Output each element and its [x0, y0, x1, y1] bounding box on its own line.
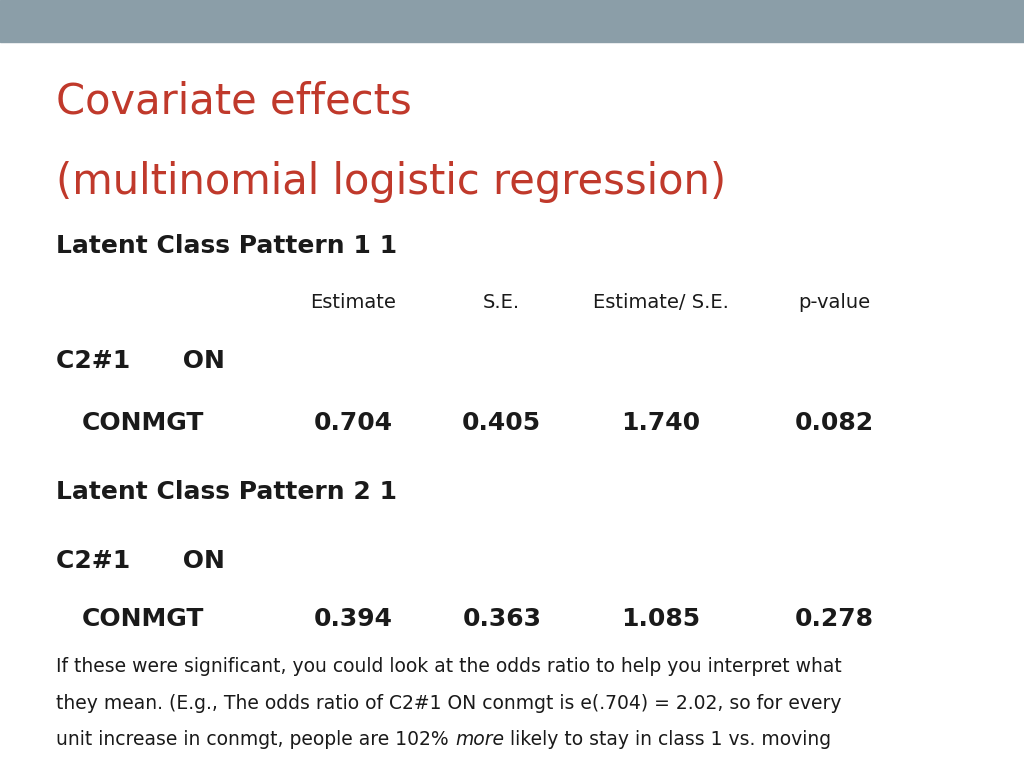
Bar [0, 0, 1024, 42]
Text: Latent Class Pattern 1 1: Latent Class Pattern 1 1 [56, 234, 397, 258]
Text: likely to stay in class 1 vs. moving: likely to stay in class 1 vs. moving [504, 730, 831, 750]
Text: 0.704: 0.704 [313, 411, 393, 435]
Text: 0.082: 0.082 [795, 411, 874, 435]
Text: 0.278: 0.278 [795, 607, 874, 631]
Text: CONMGT: CONMGT [82, 607, 205, 631]
Text: p-value: p-value [799, 293, 870, 313]
Text: 1.740: 1.740 [621, 411, 700, 435]
Text: If these were significant, you could look at the odds ratio to help you interpre: If these were significant, you could loo… [56, 657, 842, 676]
Text: C2#1      ON: C2#1 ON [56, 349, 225, 373]
Text: 0.405: 0.405 [462, 411, 542, 435]
Text: more: more [455, 730, 504, 750]
Text: Covariate effects: Covariate effects [56, 81, 412, 123]
Text: 0.394: 0.394 [313, 607, 393, 631]
Text: C2#1      ON: C2#1 ON [56, 549, 225, 573]
Text: to class 2 at Time 2.): to class 2 at Time 2.) [56, 767, 254, 768]
Text: they mean. (E.g., The odds ratio of C2#1 ON conmgt is e(.704) = 2.02, so for eve: they mean. (E.g., The odds ratio of C2#1… [56, 694, 842, 713]
Text: S.E.: S.E. [483, 293, 520, 313]
Text: unit increase in conmgt, people are 102%: unit increase in conmgt, people are 102% [56, 730, 455, 750]
Text: Latent Class Pattern 2 1: Latent Class Pattern 2 1 [56, 480, 397, 504]
Text: 0.363: 0.363 [462, 607, 542, 631]
Text: CONMGT: CONMGT [82, 411, 205, 435]
Text: (multinomial logistic regression): (multinomial logistic regression) [56, 161, 726, 204]
Text: 1.085: 1.085 [621, 607, 700, 631]
Text: Estimate: Estimate [310, 293, 396, 313]
Text: Estimate/ S.E.: Estimate/ S.E. [593, 293, 728, 313]
